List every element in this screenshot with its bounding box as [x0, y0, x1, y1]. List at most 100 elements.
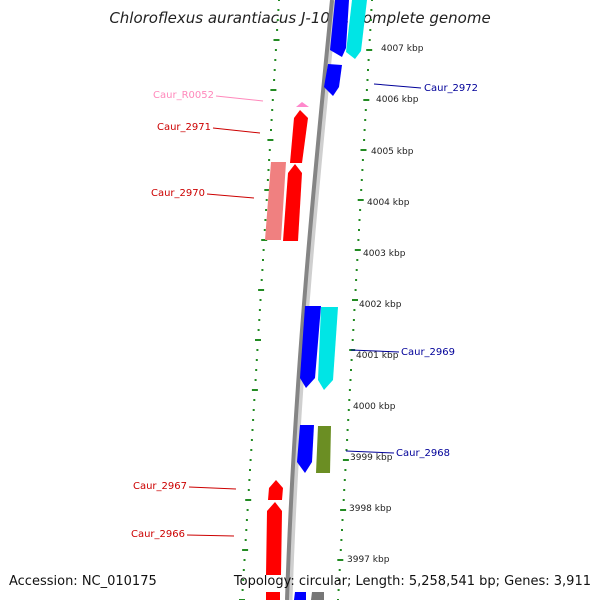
minor-tick: [370, 9, 373, 11]
leader-caur-2970: [206, 193, 255, 199]
minor-tick: [371, 0, 373, 1]
map-title: Chloroflexus aurantiacus J-10-fl, comple…: [109, 9, 491, 27]
minor-tick: [265, 199, 268, 201]
feature-red-bottom[interactable]: [266, 592, 280, 600]
minor-tick: [367, 59, 370, 61]
feature-blue-bottom[interactable]: [294, 592, 306, 600]
feature-caur-2971[interactable]: [290, 110, 308, 163]
minor-tick: [361, 159, 364, 161]
minor-tick: [265, 209, 268, 211]
feature-cyan-2969[interactable]: [318, 307, 338, 390]
minor-tick: [354, 289, 357, 291]
feature-blue-2968[interactable]: [297, 425, 314, 473]
minor-tick: [343, 489, 346, 491]
minor-tick: [358, 229, 360, 231]
minor-tick: [256, 349, 259, 351]
gene-label-caur-2971[interactable]: Caur_2971: [157, 122, 211, 133]
minor-tick: [270, 129, 272, 131]
major-tick: [342, 459, 349, 461]
gene-label-caur-r0052[interactable]: Caur_R0052: [153, 90, 214, 101]
minor-tick: [345, 449, 348, 451]
minor-tick: [344, 469, 347, 471]
major-tick: [267, 139, 274, 141]
topology-text: Topology: circular; Length: 5,258,541 bp…: [233, 574, 591, 589]
feature-caur-r0052[interactable]: [296, 102, 309, 107]
minor-tick: [366, 79, 369, 81]
leader-caur-2972: [373, 83, 422, 89]
feature-gray-bottom[interactable]: [311, 592, 324, 600]
leader-caur-2966: [186, 534, 235, 537]
minor-tick: [257, 329, 260, 331]
major-tick: [242, 549, 249, 551]
leader-caur-2968: [345, 450, 395, 454]
minor-tick: [263, 229, 266, 231]
minor-tick: [355, 269, 358, 271]
minor-tick: [253, 399, 256, 401]
scale-label: 4003 kbp: [363, 249, 406, 259]
minor-tick: [352, 319, 355, 321]
right-tick-ring: [337, 0, 373, 600]
feature-blue-top[interactable]: [330, 0, 349, 57]
scale-label: 4006 kbp: [376, 95, 419, 105]
gene-label-caur-2970[interactable]: Caur_2970: [151, 188, 205, 199]
minor-tick: [277, 9, 280, 11]
feature-caur-2966[interactable]: [266, 502, 282, 575]
gene-label-caur-2972[interactable]: Caur_2972: [424, 83, 478, 94]
feature-caur-2970[interactable]: [283, 164, 302, 241]
leader-caur-2969: [350, 349, 400, 353]
minor-tick: [338, 569, 341, 571]
genome-backbone: [285, 0, 334, 600]
feature-caur-2967[interactable]: [268, 480, 283, 500]
minor-tick: [351, 339, 354, 341]
gene-label-caur-2966[interactable]: Caur_2966: [131, 529, 185, 540]
minor-tick: [364, 109, 367, 111]
minor-tick: [348, 399, 351, 401]
feature-blue-2969[interactable]: [300, 306, 321, 388]
minor-tick: [264, 219, 267, 221]
leader-caur-r0052: [215, 95, 264, 102]
gene-label-caur-2967[interactable]: Caur_2967: [133, 481, 187, 492]
gene-label-caur-2969[interactable]: Caur_2969: [401, 347, 455, 358]
minor-tick: [350, 369, 352, 371]
scale-label: 3997 kbp: [347, 555, 390, 565]
minor-tick: [267, 169, 270, 171]
minor-tick: [359, 209, 362, 211]
minor-tick: [358, 219, 361, 221]
minor-tick: [364, 119, 367, 121]
minor-tick: [258, 319, 261, 321]
minor-tick: [276, 19, 279, 21]
minor-tick: [348, 389, 351, 391]
minor-tick: [241, 589, 244, 591]
minor-tick: [276, 29, 279, 31]
minor-tick: [356, 259, 359, 261]
gene-labels: Caur_R0052 Caur_2971 Caur_2970 Caur_2967…: [131, 83, 478, 540]
minor-tick: [278, 0, 280, 1]
minor-tick: [248, 479, 251, 481]
minor-tick: [249, 469, 251, 471]
accession-text: Accession: NC_010175: [9, 574, 157, 589]
leader-lines: [186, 83, 422, 537]
scale-label: 4005 kbp: [371, 147, 414, 157]
minor-tick: [355, 279, 358, 281]
reverse-features: [294, 0, 367, 600]
feature-caur-2972[interactable]: [324, 64, 342, 96]
minor-tick: [347, 419, 350, 421]
minor-tick: [338, 579, 341, 581]
minor-tick: [274, 59, 277, 61]
minor-tick: [357, 239, 360, 241]
feature-olive-2968[interactable]: [316, 426, 331, 473]
feature-pseudo-2970[interactable]: [265, 162, 286, 240]
feature-cyan-top[interactable]: [346, 0, 367, 59]
minor-tick: [259, 299, 262, 301]
minor-tick: [268, 149, 271, 151]
minor-tick: [242, 569, 245, 571]
major-tick: [360, 149, 367, 151]
major-tick: [363, 99, 370, 101]
minor-tick: [249, 459, 252, 461]
minor-tick: [252, 419, 255, 421]
scale-label: 4000 kbp: [353, 402, 396, 412]
gene-label-caur-2968[interactable]: Caur_2968: [396, 448, 450, 459]
major-tick: [264, 189, 271, 191]
minor-tick: [245, 529, 248, 531]
